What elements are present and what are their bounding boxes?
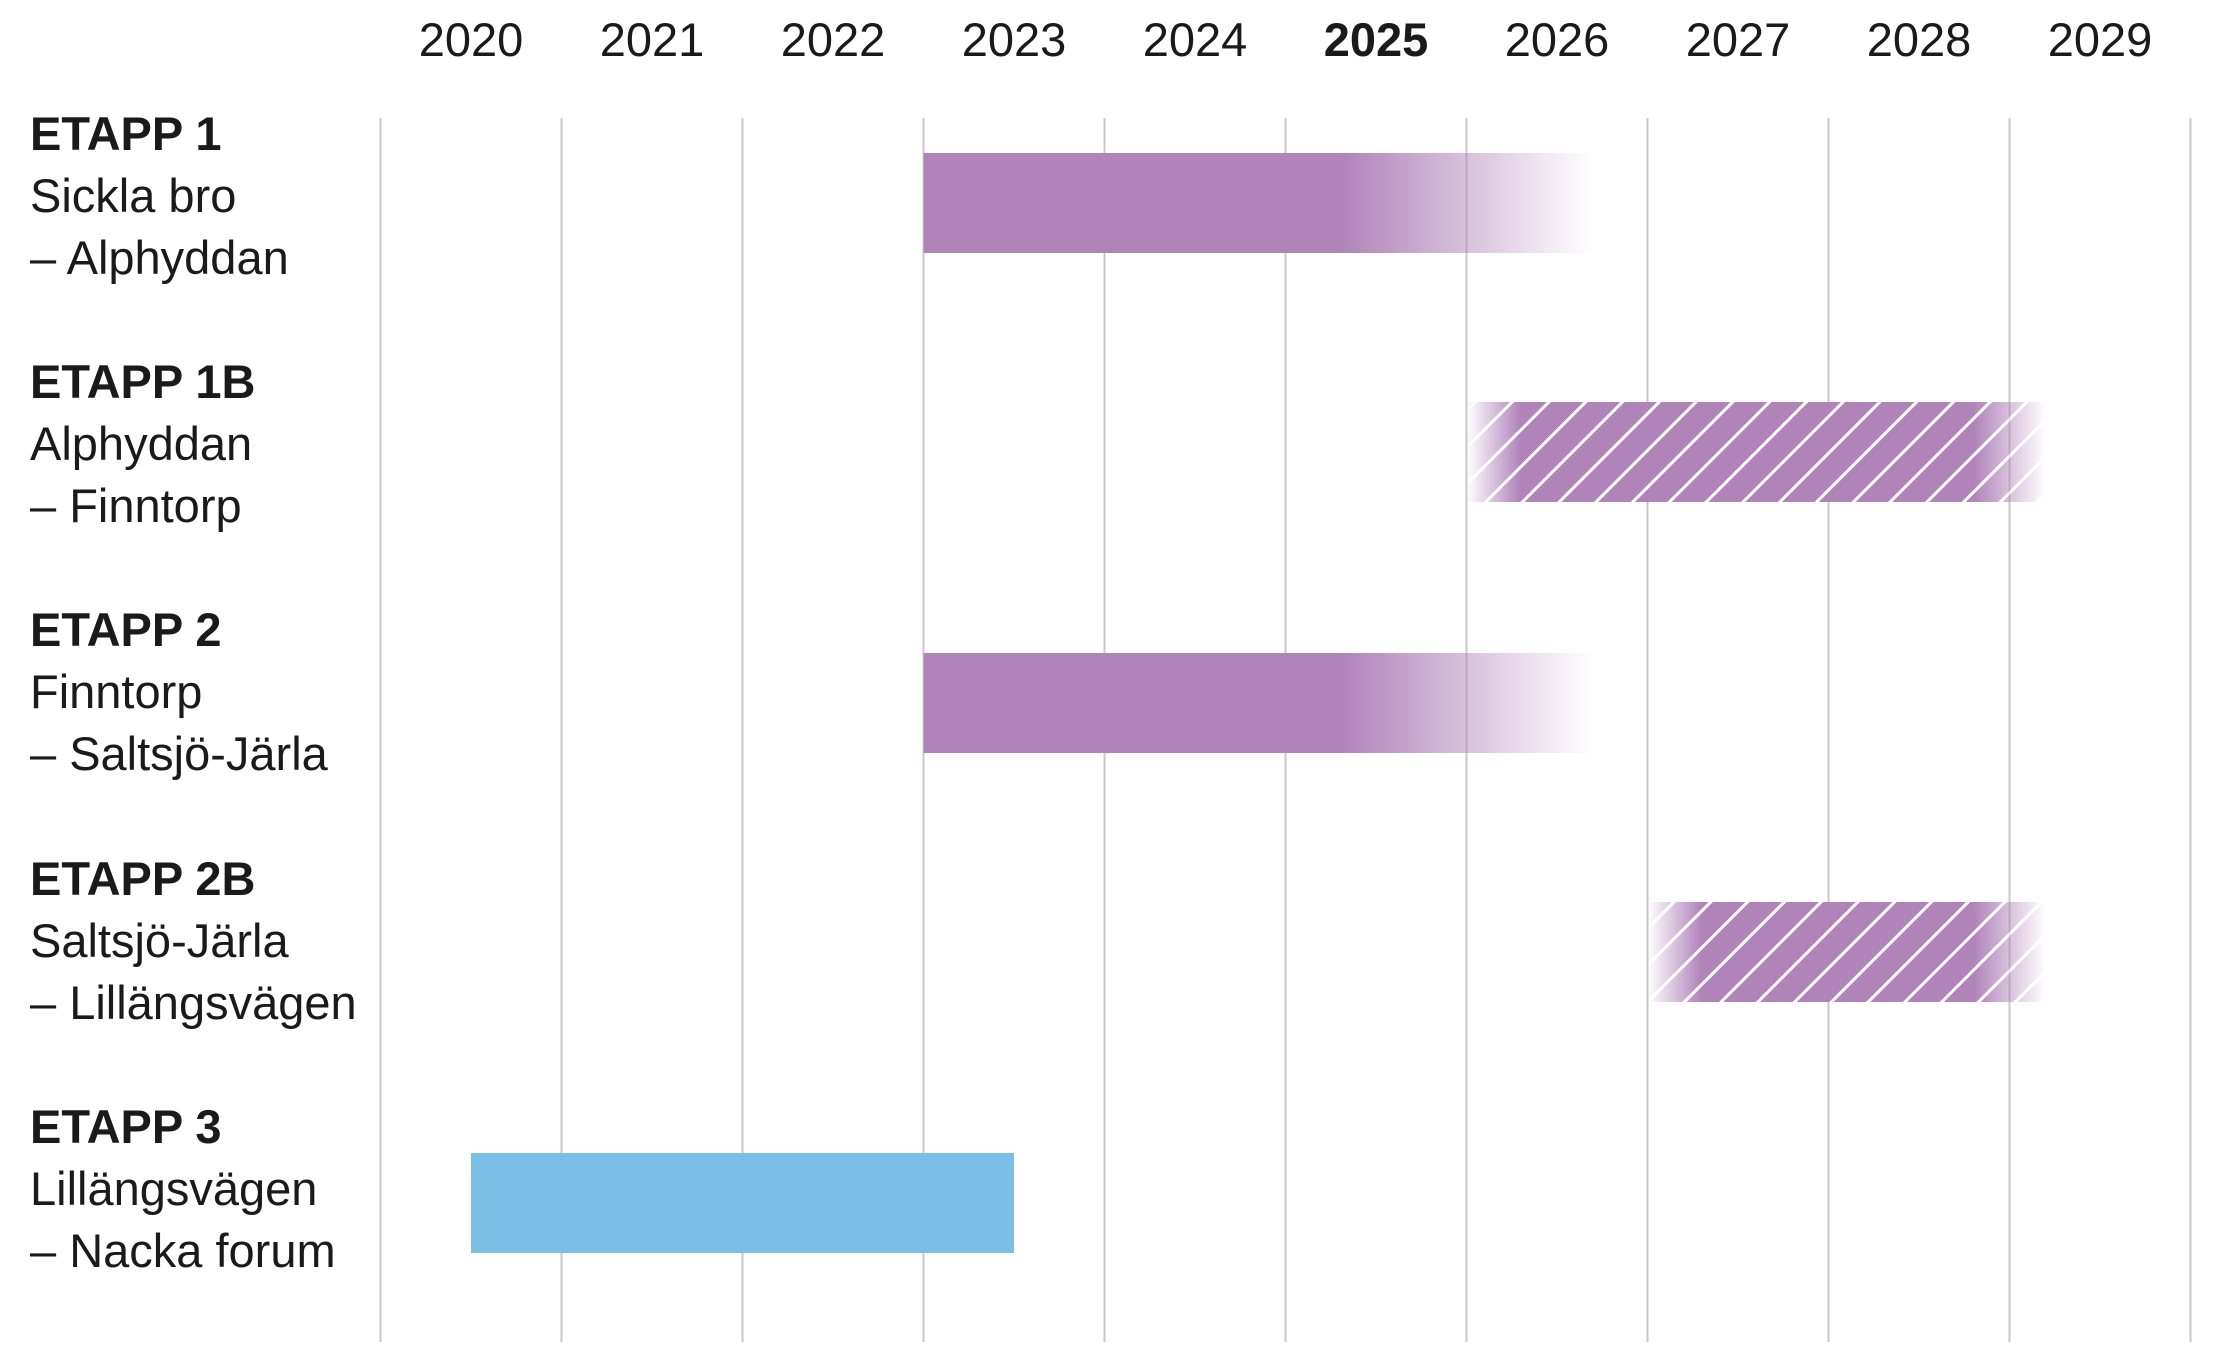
stage-bar	[1647, 902, 2046, 1002]
year-label: 2024	[1143, 13, 1248, 66]
stage-title: ETAPP 3	[30, 1100, 222, 1153]
year-axis: 2020 2021 2022 2023 2024 2025 2026 2027 2028 2029	[419, 13, 2153, 66]
stage-from-label: Saltsjö-Järla	[30, 914, 289, 967]
stage-from-label: Sickla bro	[30, 169, 236, 222]
year-label: 2025	[1324, 13, 1429, 66]
year-label: 2028	[1867, 13, 1972, 66]
year-label: 2023	[962, 13, 1067, 66]
stage-title: ETAPP 1B	[30, 355, 256, 408]
stage-bar	[923, 653, 1594, 753]
stage-to-label: – Nacka forum	[30, 1224, 336, 1277]
year-label: 2026	[1505, 13, 1610, 66]
stage-to-label: – Alphyddan	[30, 231, 289, 284]
stage-from-label: Alphyddan	[30, 417, 252, 470]
stage-bars	[471, 153, 2046, 1253]
year-label: 2029	[2048, 13, 2153, 66]
year-label: 2021	[600, 13, 705, 66]
stage-title: ETAPP 1	[30, 107, 222, 160]
stage-from-label: Finntorp	[30, 665, 202, 718]
stage-bar	[1466, 402, 2046, 502]
stage-to-label: – Saltsjö-Järla	[30, 727, 329, 780]
stage-title: ETAPP 2	[30, 603, 222, 656]
stage-to-label: – Lillängsvägen	[30, 976, 357, 1029]
year-label: 2022	[781, 13, 886, 66]
stage-bar	[923, 153, 1594, 253]
stage-bar	[471, 1153, 1014, 1253]
stage-to-label: – Finntorp	[30, 479, 242, 532]
stage-labels: ETAPP 1 Sickla bro – Alphyddan ETAPP 1B Alph…	[30, 107, 357, 1277]
stage-title: ETAPP 2B	[30, 852, 256, 905]
stage-from-label: Lillängsvägen	[30, 1162, 317, 1215]
year-label: 2027	[1686, 13, 1791, 66]
year-label: 2020	[419, 13, 524, 66]
